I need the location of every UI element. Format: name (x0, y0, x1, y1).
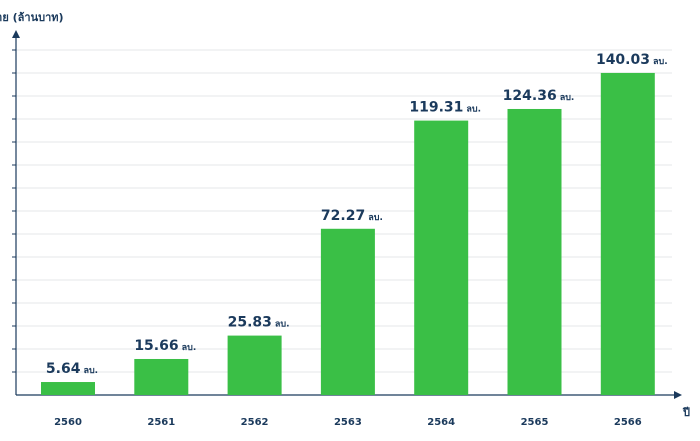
x-tick-label: 2562 (241, 417, 269, 428)
value-number: 72.27 (321, 208, 365, 224)
value-number: 140.03 (596, 52, 650, 68)
bar (134, 358, 189, 395)
value-number: 15.66 (134, 338, 178, 354)
bar (414, 120, 469, 395)
value-label: 5.64 ลบ. (46, 361, 98, 377)
bars (41, 72, 655, 396)
value-label: 119.31 ลบ. (409, 100, 481, 116)
bar (41, 382, 95, 395)
x-axis-label: ปี (682, 406, 690, 419)
value-unit: ลบ. (182, 343, 197, 353)
value-unit: ลบ. (653, 57, 668, 67)
value-label: 140.03 ลบ. (596, 52, 668, 68)
x-tick-label: 2561 (147, 417, 175, 428)
value-unit: ลบ. (368, 213, 383, 223)
x-tick-label: 2565 (521, 417, 549, 428)
bar (600, 72, 655, 395)
x-tick-label: 2563 (334, 417, 362, 428)
value-labels: 5.64 ลบ.15.66 ลบ.25.83 ลบ.72.27 ลบ.119.31 ลบ.… (46, 52, 668, 377)
value-label: 124.36 ลบ. (503, 88, 575, 104)
x-tick-labels: 2560 2561 2562 2563 2564 2565 2566 (54, 417, 642, 428)
x-axis-arrow (674, 391, 682, 399)
value-label: 15.66 ลบ. (134, 338, 196, 354)
bar (227, 335, 282, 395)
value-unit: ลบ. (466, 105, 481, 115)
value-label: 25.83 ลบ. (228, 315, 290, 331)
value-number: 5.64 (46, 361, 81, 377)
y-axis-ticks (12, 49, 16, 373)
y-axis-label: ยอดขาย (ล้านบาท) (0, 11, 64, 24)
x-tick-label: 2566 (614, 417, 642, 428)
x-tick-label: 2564 (427, 417, 455, 428)
bar (507, 108, 562, 396)
x-tick-label: 2560 (54, 417, 82, 428)
value-number: 25.83 (228, 315, 272, 331)
bar (320, 228, 375, 395)
value-unit: ลบ. (83, 366, 98, 376)
value-number: 124.36 (503, 88, 557, 104)
value-number: 119.31 (409, 100, 463, 116)
y-axis-arrow (12, 30, 20, 38)
value-label: 72.27 ลบ. (321, 208, 383, 224)
value-unit: ลบ. (560, 93, 575, 103)
value-unit: ลบ. (275, 320, 290, 330)
